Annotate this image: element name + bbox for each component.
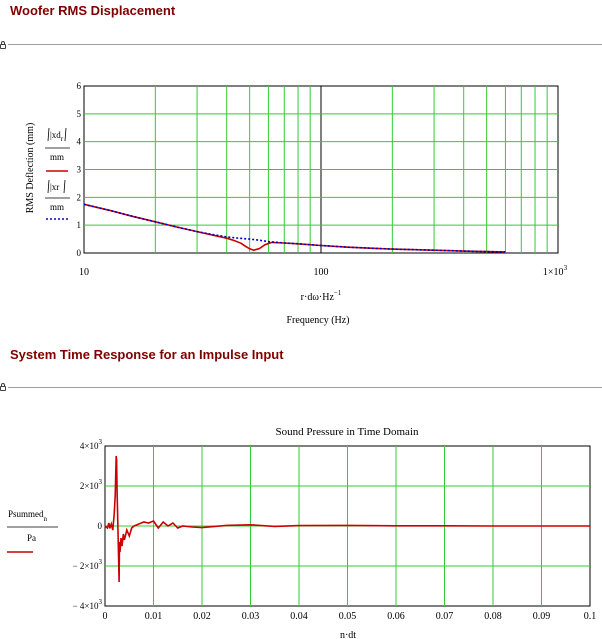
- grid: [84, 86, 558, 253]
- x-axis-expr-exponent: −1: [334, 289, 342, 297]
- abs-bar: [47, 127, 50, 142]
- x-tick-label: 0.02: [193, 611, 211, 622]
- x-axis-expr-text: r·dω·Hz: [301, 292, 335, 303]
- lock-icon[interactable]: [0, 383, 6, 391]
- x-tick-label: 100: [314, 267, 329, 278]
- series-group: [83, 203, 506, 253]
- series-line-1: [104, 455, 590, 583]
- x-tick-labels: 10 100 1×103: [79, 264, 568, 278]
- x-tick-label: 0.09: [533, 611, 551, 622]
- abs-bar: [47, 179, 50, 194]
- x-tick-label: 0.05: [339, 611, 357, 622]
- x-tick-label: 0: [103, 611, 108, 622]
- abs-bar: [64, 127, 67, 142]
- legend-entry-bottom: mm: [50, 202, 64, 212]
- x-tick-label: 0.03: [242, 611, 260, 622]
- lock-icon[interactable]: [0, 41, 6, 49]
- x-tick-mantissa: 1×10: [543, 267, 564, 278]
- region-divider: [8, 387, 602, 388]
- section-heading-impulse: System Time Response for an Impulse Inpu…: [10, 347, 284, 362]
- legend: |xdr mm |xr mm: [45, 127, 70, 220]
- x-tick-label: 0.07: [436, 611, 454, 622]
- region-divider: [8, 44, 602, 45]
- x-tick-labels: 0 0.01 0.02 0.03 0.04 0.05 0.06 0.07 0.08 0.09 0.1: [103, 611, 597, 622]
- y-tick-label: 4: [77, 137, 82, 147]
- abs-bar: [63, 179, 66, 194]
- x-tick-label: 1×103: [543, 264, 568, 278]
- y-tick-label: − 4×103: [73, 598, 103, 611]
- legend-entry-top: |xdr: [50, 130, 64, 143]
- y-tick-label: − 2×103: [73, 558, 103, 571]
- chart-title: Sound Pressure in Time Domain: [275, 426, 419, 438]
- legend-entry-top: Psummedn: [8, 509, 48, 523]
- x-tick-label: 0.08: [484, 611, 502, 622]
- y-tick-label: 5: [77, 109, 82, 119]
- y-tick-labels: 0 1 2 3 4 5 6: [77, 81, 82, 258]
- x-tick-label: 10: [79, 267, 89, 278]
- y-tick-label: 6: [77, 81, 82, 91]
- y-tick-labels: − 4×103 − 2×103 0 2×103 4×103: [73, 438, 103, 611]
- x-axis-expression: r·dω·Hz−1: [301, 289, 342, 303]
- x-tick-label: 0.06: [387, 611, 405, 622]
- y-tick-label: 2×103: [80, 478, 103, 491]
- y-tick-label: 1: [77, 220, 82, 230]
- y-tick-label: 2: [77, 192, 82, 202]
- series-group: [104, 455, 590, 583]
- y-tick-label: 0: [98, 521, 103, 531]
- y-tick-label: 0: [77, 248, 82, 258]
- legend: Psummedn Pa: [7, 509, 58, 553]
- y-tick-label: 3: [77, 165, 82, 175]
- x-tick-label: 0.01: [145, 611, 163, 622]
- y-axis-label: RMS Deflection (mm): [25, 123, 36, 214]
- x-tick-label: 0.04: [290, 611, 308, 622]
- section-heading-woofer: Woofer RMS Displacement: [10, 3, 176, 18]
- y-tick-label: 4×103: [80, 438, 103, 451]
- x-tick-exponent: 3: [564, 264, 568, 272]
- legend-entry-bottom: Pa: [27, 533, 36, 543]
- legend-entry-top: |xr: [50, 182, 59, 192]
- series-line-2: [83, 203, 506, 253]
- time-response-plot[interactable]: Sound Pressure in Time Domain − 4×103 − 2…: [7, 426, 596, 639]
- x-axis-expression: n·dt: [340, 630, 356, 639]
- x-tick-label: 0.1: [584, 611, 597, 622]
- x-axis-label: Frequency (Hz): [286, 315, 349, 326]
- legend-entry-bottom: mm: [50, 152, 64, 162]
